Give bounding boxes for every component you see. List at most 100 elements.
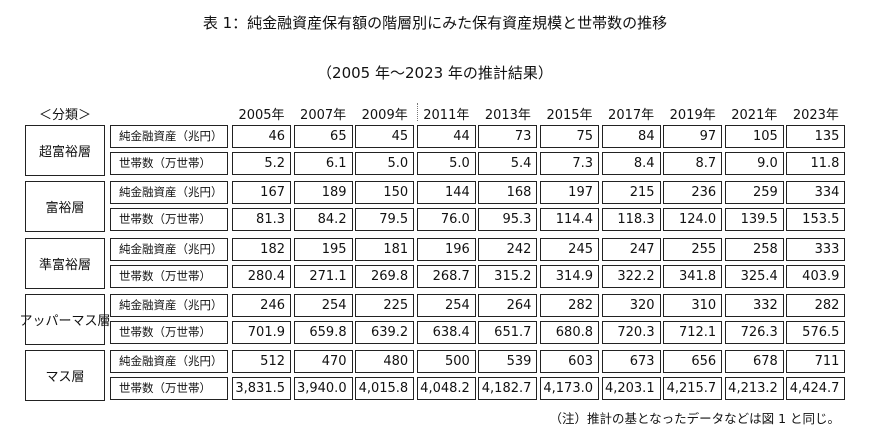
value-cell: 701.9	[232, 320, 291, 344]
value-cell: 280.4	[232, 264, 291, 288]
value-cell: 576.5	[786, 320, 846, 344]
value-cell: 247	[601, 237, 661, 261]
value-cell: 539	[478, 350, 538, 374]
value-cell: 215	[601, 181, 661, 205]
year-header: 2017年	[608, 108, 655, 123]
value-cell: 720.3	[601, 320, 661, 344]
value-cell: 332	[724, 293, 784, 317]
value-cell: 168	[478, 181, 538, 205]
year-header: 2023年	[792, 108, 839, 123]
row-label: 純金融資産（兆円）	[110, 350, 228, 374]
value-cell: 315.2	[478, 264, 538, 288]
group-label: アッパーマス層	[20, 293, 111, 345]
group-label: マス層	[25, 350, 105, 402]
value-cell: 726.3	[724, 320, 784, 344]
row-label: 世帯数（万世帯）	[110, 264, 228, 288]
value-cell: 5.4	[478, 152, 538, 175]
value-cell: 7.3	[540, 152, 599, 175]
value-cell: 678	[724, 350, 784, 374]
row-label: 純金融資産（兆円）	[110, 125, 228, 148]
value-cell: 81.3	[232, 208, 291, 232]
value-cell: 322.2	[601, 264, 661, 288]
year-header: 2013年	[484, 108, 531, 123]
value-cell: 114.4	[540, 208, 599, 232]
value-cell: 3,940.0	[293, 377, 353, 401]
group-label: 富裕層	[25, 181, 105, 233]
value-cell: 11.8	[786, 152, 846, 175]
category-header: ＜分類＞	[38, 108, 91, 123]
row-label: 世帯数（万世帯）	[110, 320, 228, 344]
value-cell: 75	[540, 125, 599, 148]
value-cell: 4,015.8	[355, 377, 415, 401]
year-header: 2015年	[546, 108, 593, 123]
value-cell: 5.0	[355, 152, 415, 175]
group-label: 超富裕層	[25, 125, 105, 176]
value-cell: 236	[663, 181, 723, 205]
value-cell: 282	[540, 293, 599, 317]
value-cell: 44	[416, 125, 476, 148]
value-cell: 656	[663, 350, 723, 374]
row-label: 純金融資産（兆円）	[110, 293, 228, 317]
value-cell: 4,424.7	[786, 377, 846, 401]
value-cell: 195	[293, 237, 353, 261]
value-cell: 150	[355, 181, 415, 205]
value-cell: 245	[540, 237, 599, 261]
value-cell: 320	[601, 293, 661, 317]
value-cell: 500	[416, 350, 476, 374]
value-cell: 711	[786, 350, 846, 374]
year-header: 2009年	[361, 108, 408, 123]
value-cell: 4,048.2	[416, 377, 476, 401]
year-header: 2011年	[423, 108, 470, 123]
value-cell: 403.9	[786, 264, 846, 288]
value-cell: 5.2	[232, 152, 291, 175]
value-cell: 314.9	[540, 264, 599, 288]
value-cell: 181	[355, 237, 415, 261]
value-cell: 638.4	[416, 320, 476, 344]
value-cell: 153.5	[786, 208, 846, 232]
value-cell: 242	[478, 237, 538, 261]
value-cell: 639.2	[355, 320, 415, 344]
row-label: 純金融資産（兆円）	[110, 181, 228, 205]
value-cell: 6.1	[293, 152, 353, 175]
value-cell: 84	[601, 125, 661, 148]
value-cell: 334	[786, 181, 846, 205]
title: 表 1：純金融資産保有額の階層別にみた保有資産規模と世帯数の推移	[202, 14, 668, 32]
value-cell: 4,215.7	[663, 377, 723, 401]
value-cell: 651.7	[478, 320, 538, 344]
value-cell: 105	[724, 125, 784, 148]
year-header: 2019年	[669, 108, 716, 123]
value-cell: 680.8	[540, 320, 599, 344]
value-cell: 269.8	[355, 264, 415, 288]
value-cell: 341.8	[663, 264, 723, 288]
value-cell: 264	[478, 293, 538, 317]
value-cell: 8.7	[663, 152, 723, 175]
year-header: 2007年	[300, 108, 347, 123]
value-cell: 189	[293, 181, 353, 205]
value-cell: 603	[540, 350, 599, 374]
year-header: 2021年	[731, 108, 778, 123]
row-label: 純金融資産（兆円）	[110, 237, 228, 261]
value-cell: 124.0	[663, 208, 723, 232]
value-cell: 673	[601, 350, 661, 374]
value-cell: 65	[293, 125, 353, 148]
value-cell: 139.5	[724, 208, 784, 232]
value-cell: 4,173.0	[540, 377, 599, 401]
value-cell: 255	[663, 237, 723, 261]
value-cell: 659.8	[293, 320, 353, 344]
value-cell: 712.1	[663, 320, 723, 344]
value-cell: 254	[293, 293, 353, 317]
row-label: 世帯数（万世帯）	[110, 152, 228, 175]
value-cell: 9.0	[724, 152, 784, 175]
value-cell: 259	[724, 181, 784, 205]
value-cell: 196	[416, 237, 476, 261]
value-cell: 73	[478, 125, 538, 148]
value-cell: 246	[232, 293, 291, 317]
divider	[417, 103, 418, 121]
value-cell: 46	[232, 125, 291, 148]
value-cell: 135	[786, 125, 846, 148]
value-cell: 144	[416, 181, 476, 205]
value-cell: 76.0	[416, 208, 476, 232]
value-cell: 4,213.2	[724, 377, 784, 401]
value-cell: 182	[232, 237, 291, 261]
